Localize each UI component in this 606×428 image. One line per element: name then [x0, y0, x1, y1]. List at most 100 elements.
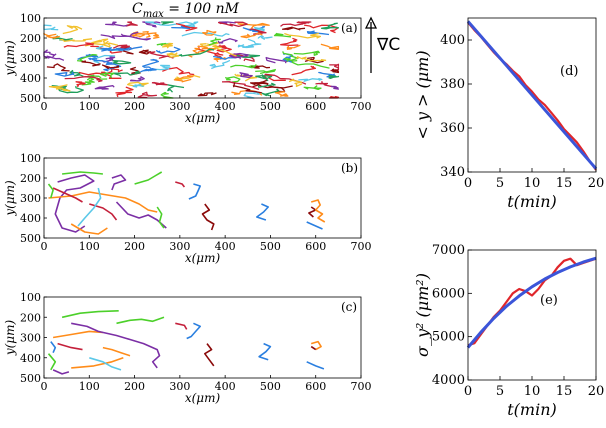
- trajectory-a-62: [293, 50, 320, 56]
- y-tick-label-b-2: 300: [20, 192, 41, 205]
- trajectory-a-86: [329, 63, 340, 72]
- trajectory-b-18: [47, 183, 54, 199]
- y-tick-label-e-1: 5000: [432, 330, 465, 345]
- trajectory-a-143: [320, 43, 340, 50]
- trajectory-b-14: [255, 203, 270, 221]
- x-tick-label-b-7: 700: [351, 240, 372, 253]
- trajectory-a-87: [288, 78, 303, 88]
- x-tick-label-b-5: 500: [260, 240, 281, 253]
- trajectory-a-89: [261, 88, 280, 97]
- y-tick-label-c-0: 100: [20, 291, 41, 304]
- trajectory-c-13: [306, 361, 325, 370]
- trajectory-a-50: [115, 86, 134, 98]
- gradient-arrow-icon: [364, 16, 378, 73]
- trajectory-c-0: [61, 310, 119, 319]
- trajectory-a-33: [131, 32, 151, 39]
- trajectories-a: [43, 21, 340, 99]
- x-tick-label-a-1: 100: [79, 100, 100, 113]
- trajectory-a-93: [240, 32, 263, 39]
- y-tick-label-e-0: 4000: [432, 373, 465, 388]
- series-line-d-1: [466, 20, 598, 170]
- x-tick-label-b-0: 0: [41, 240, 48, 253]
- trajectory-a-37: [85, 42, 119, 48]
- trajectory-a-28: [138, 49, 152, 55]
- x-tick-label-a-3: 300: [169, 100, 190, 113]
- y-axis-label-a: y(μm): [3, 40, 17, 77]
- trajectory-a-137: [166, 52, 180, 58]
- trajectory-a-125: [181, 31, 230, 37]
- gradient-label: ∇C: [376, 35, 400, 55]
- x-tick-label-c-1: 100: [79, 380, 100, 393]
- trajectory-a-94: [229, 52, 250, 60]
- y-axis-label-b: y(μm): [3, 180, 17, 217]
- panel-label-c: (c): [341, 300, 357, 314]
- y-tick-label-d-2: 380: [440, 77, 465, 92]
- trajectory-c-16: [102, 346, 131, 357]
- trajectory-a-103: [142, 31, 160, 39]
- trajectory-a-112: [81, 77, 95, 86]
- y-tick-label-a-4: 500: [20, 92, 41, 105]
- plot-frame-e: [467, 249, 597, 381]
- trajectory-c-10: [310, 345, 317, 351]
- trajectory-a-65: [185, 21, 199, 27]
- trajectory-a-69: [167, 84, 185, 93]
- trajectory-a-140: [175, 22, 198, 32]
- trajectory-a-124: [120, 33, 151, 41]
- trajectory-c-3: [71, 357, 124, 369]
- trajectory-a-134: [46, 53, 65, 61]
- x-tick-label-e-4: 20: [588, 384, 605, 399]
- y-tick-label-d-0: 340: [440, 165, 465, 180]
- trajectory-a-31: [155, 46, 181, 54]
- x-axis-label-b: x(μm): [185, 251, 221, 265]
- trajectory-a-81: [88, 57, 110, 64]
- trajectory-c-7: [57, 342, 83, 351]
- trajectory-a-67: [127, 81, 149, 87]
- series-line-e-1: [466, 256, 597, 349]
- trajectory-c-17: [47, 353, 57, 371]
- y-tick-label-d-1: 360: [440, 121, 465, 136]
- y-tick-label-c-4: 500: [20, 372, 41, 385]
- trajectory-a-20: [197, 46, 224, 58]
- x-tick-label-d-1: 5: [496, 176, 504, 191]
- y-tick-label-e-3: 7000: [432, 243, 465, 258]
- trajectory-a-130: [280, 37, 299, 47]
- y-tick-label-c-1: 200: [20, 311, 41, 324]
- trajectory-a-122: [255, 68, 276, 75]
- trajectory-a-115: [132, 83, 144, 88]
- trajectory-a-73: [274, 91, 289, 97]
- trajectory-a-21: [306, 30, 330, 36]
- trajectory-a-120: [75, 81, 86, 88]
- y-tick-label-b-4: 500: [20, 232, 41, 245]
- trajectory-a-64: [129, 76, 145, 82]
- x-tick-label-a-6: 600: [305, 100, 326, 113]
- series-line-e-0: [467, 257, 597, 347]
- x-tick-label-a-4: 400: [215, 100, 236, 113]
- x-tick-label-a-7: 700: [351, 100, 372, 113]
- trajectory-b-11: [201, 203, 215, 231]
- y-tick-label-c-3: 400: [20, 352, 41, 365]
- trajectory-a-131: [101, 47, 120, 52]
- panel-label-a: (a): [341, 21, 358, 35]
- figure-title: Cmax = 100 nM: [132, 1, 240, 20]
- trajectory-a-13: [237, 22, 270, 29]
- trajectories-b: [47, 171, 326, 235]
- trajectory-a-142: [100, 72, 115, 79]
- y-tick-label-a-3: 400: [20, 72, 41, 85]
- trajectory-b-0: [54, 174, 95, 233]
- x-tick-label-c-7: 700: [351, 380, 372, 393]
- trajectory-a-84: [330, 85, 340, 90]
- x-axis-label-e: t(min): [507, 400, 557, 419]
- x-tick-label-b-4: 400: [215, 240, 236, 253]
- trajectory-c-2: [52, 330, 103, 339]
- trajectory-b-8: [52, 187, 83, 203]
- trajectory-a-43: [187, 47, 201, 58]
- trajectory-c-8: [175, 322, 188, 330]
- x-tick-label-b-3: 300: [169, 240, 190, 253]
- trajectory-a-113: [43, 32, 60, 39]
- trajectory-a-49: [328, 74, 340, 80]
- x-tick-label-c-5: 500: [260, 380, 281, 393]
- trajectory-a-102: [230, 64, 257, 69]
- panel-c: 0 100 200 300 400 500 600 700 100 200 300 400 500 x(μ…: [3, 291, 372, 405]
- trajectory-b-3: [48, 191, 158, 213]
